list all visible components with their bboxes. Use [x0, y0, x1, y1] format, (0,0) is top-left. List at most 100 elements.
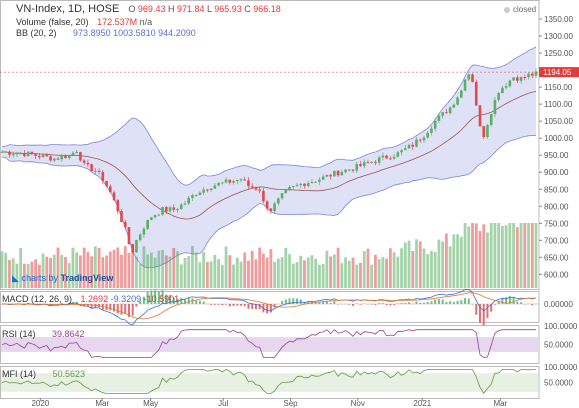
volume-bar	[205, 261, 209, 288]
macd-value-3: -10.5901	[143, 294, 180, 304]
mfi-value: 50.5623	[52, 369, 86, 379]
candle-body	[340, 172, 344, 176]
macd-histogram-bar	[501, 297, 504, 304]
y-tick-label: 650.00	[544, 253, 569, 262]
low-label: L	[207, 4, 212, 14]
macd-value-2: -9.3209	[110, 294, 142, 304]
candle-body	[172, 207, 176, 210]
rsi-band	[1, 337, 538, 352]
volume-bar	[149, 252, 153, 288]
y-tick-label: 1300.00	[544, 32, 573, 41]
candle-body	[463, 79, 467, 91]
volume-bar	[463, 223, 467, 288]
macd-histogram-bar	[277, 303, 280, 305]
macd-histogram-bar	[225, 304, 228, 305]
volume-bar	[366, 248, 370, 288]
macd-histogram-bar	[340, 303, 343, 305]
volume-bar	[101, 257, 105, 288]
volume-bar	[370, 264, 374, 288]
candle-body	[56, 158, 60, 160]
volume-bar	[377, 259, 381, 288]
candle-body	[254, 187, 258, 190]
candle-body	[351, 169, 355, 171]
volume-bar	[411, 250, 415, 288]
volume-bar	[523, 223, 527, 288]
volume-bar	[430, 250, 433, 288]
volume-bar	[220, 264, 224, 288]
macd-histogram-bar	[213, 304, 216, 305]
candle-body	[303, 183, 306, 187]
macd-histogram-bar	[288, 298, 291, 304]
candle-body	[60, 155, 64, 160]
volume-bar	[452, 234, 456, 288]
x-tick-label: 2021	[413, 399, 431, 408]
macd-histogram-bar	[86, 304, 89, 307]
volume-bar	[105, 255, 108, 288]
candle-body	[452, 104, 456, 108]
candle-body	[291, 186, 295, 188]
candle-body	[105, 180, 108, 187]
y-tick-label: 950.00	[544, 151, 569, 160]
volume-bar	[30, 261, 34, 288]
candle-body	[209, 188, 213, 191]
candle-body	[534, 71, 538, 76]
macd-histogram-bar	[206, 303, 209, 305]
volume-bar	[261, 253, 265, 288]
candle-body	[191, 195, 194, 198]
volume-bar	[467, 226, 471, 288]
macd-histogram-bar	[191, 298, 194, 304]
macd-histogram-bar	[486, 304, 489, 319]
volume-bar	[19, 248, 23, 288]
candle-body	[516, 77, 519, 81]
macd-histogram-bar	[385, 304, 388, 305]
candle-body	[79, 152, 82, 161]
macd-histogram-bar	[292, 298, 295, 304]
macd-histogram-bar	[363, 303, 366, 305]
bb-lower: 944.2090	[158, 28, 196, 38]
candle-body	[26, 151, 30, 157]
macd-histogram-bar	[228, 304, 231, 307]
candle-body	[224, 179, 228, 183]
volume-bar	[217, 259, 220, 288]
candle-body	[64, 155, 67, 159]
candle-body	[482, 126, 486, 138]
macd-histogram-bar	[258, 304, 261, 310]
candle-body	[321, 176, 325, 180]
macd-histogram-bar	[329, 302, 332, 304]
candle-body	[157, 214, 161, 216]
volume-bar	[527, 223, 530, 288]
volume-bar	[86, 252, 90, 288]
candle-body	[474, 81, 478, 106]
macd-histogram-bar	[254, 304, 257, 310]
macd-histogram-bar	[322, 301, 325, 304]
macd-histogram-bar	[378, 303, 381, 304]
macd-histogram-bar	[527, 303, 530, 305]
candle-body	[187, 197, 191, 204]
macd-histogram-bar	[281, 301, 284, 304]
volume-bar	[194, 252, 198, 288]
macd-histogram-bar	[202, 301, 205, 304]
candle-body	[422, 137, 426, 141]
tradingview-watermark[interactable]: ◣ charts by TradingView	[12, 273, 113, 284]
macd-histogram-bar	[426, 301, 429, 304]
candle-body	[262, 190, 265, 202]
candle-body	[325, 174, 329, 177]
volume-bar	[471, 223, 474, 288]
candle-body	[161, 207, 164, 215]
macd-histogram-bar	[109, 304, 112, 311]
macd-histogram-bar	[150, 290, 153, 304]
volume-bar	[120, 254, 123, 288]
candle-body	[418, 139, 422, 141]
macd-histogram-bar	[64, 303, 67, 305]
macd-histogram-bar	[94, 304, 97, 308]
volume-bar	[45, 256, 49, 288]
volume-bar	[437, 239, 441, 288]
bollinger-upper-line	[1, 46, 537, 186]
candle-body	[49, 156, 52, 161]
candle-body	[433, 120, 437, 129]
macd-histogram-bar	[307, 301, 310, 304]
macd-histogram-bar	[389, 304, 392, 306]
macd-histogram-bar	[497, 300, 500, 304]
macd-histogram-bar	[131, 304, 134, 316]
